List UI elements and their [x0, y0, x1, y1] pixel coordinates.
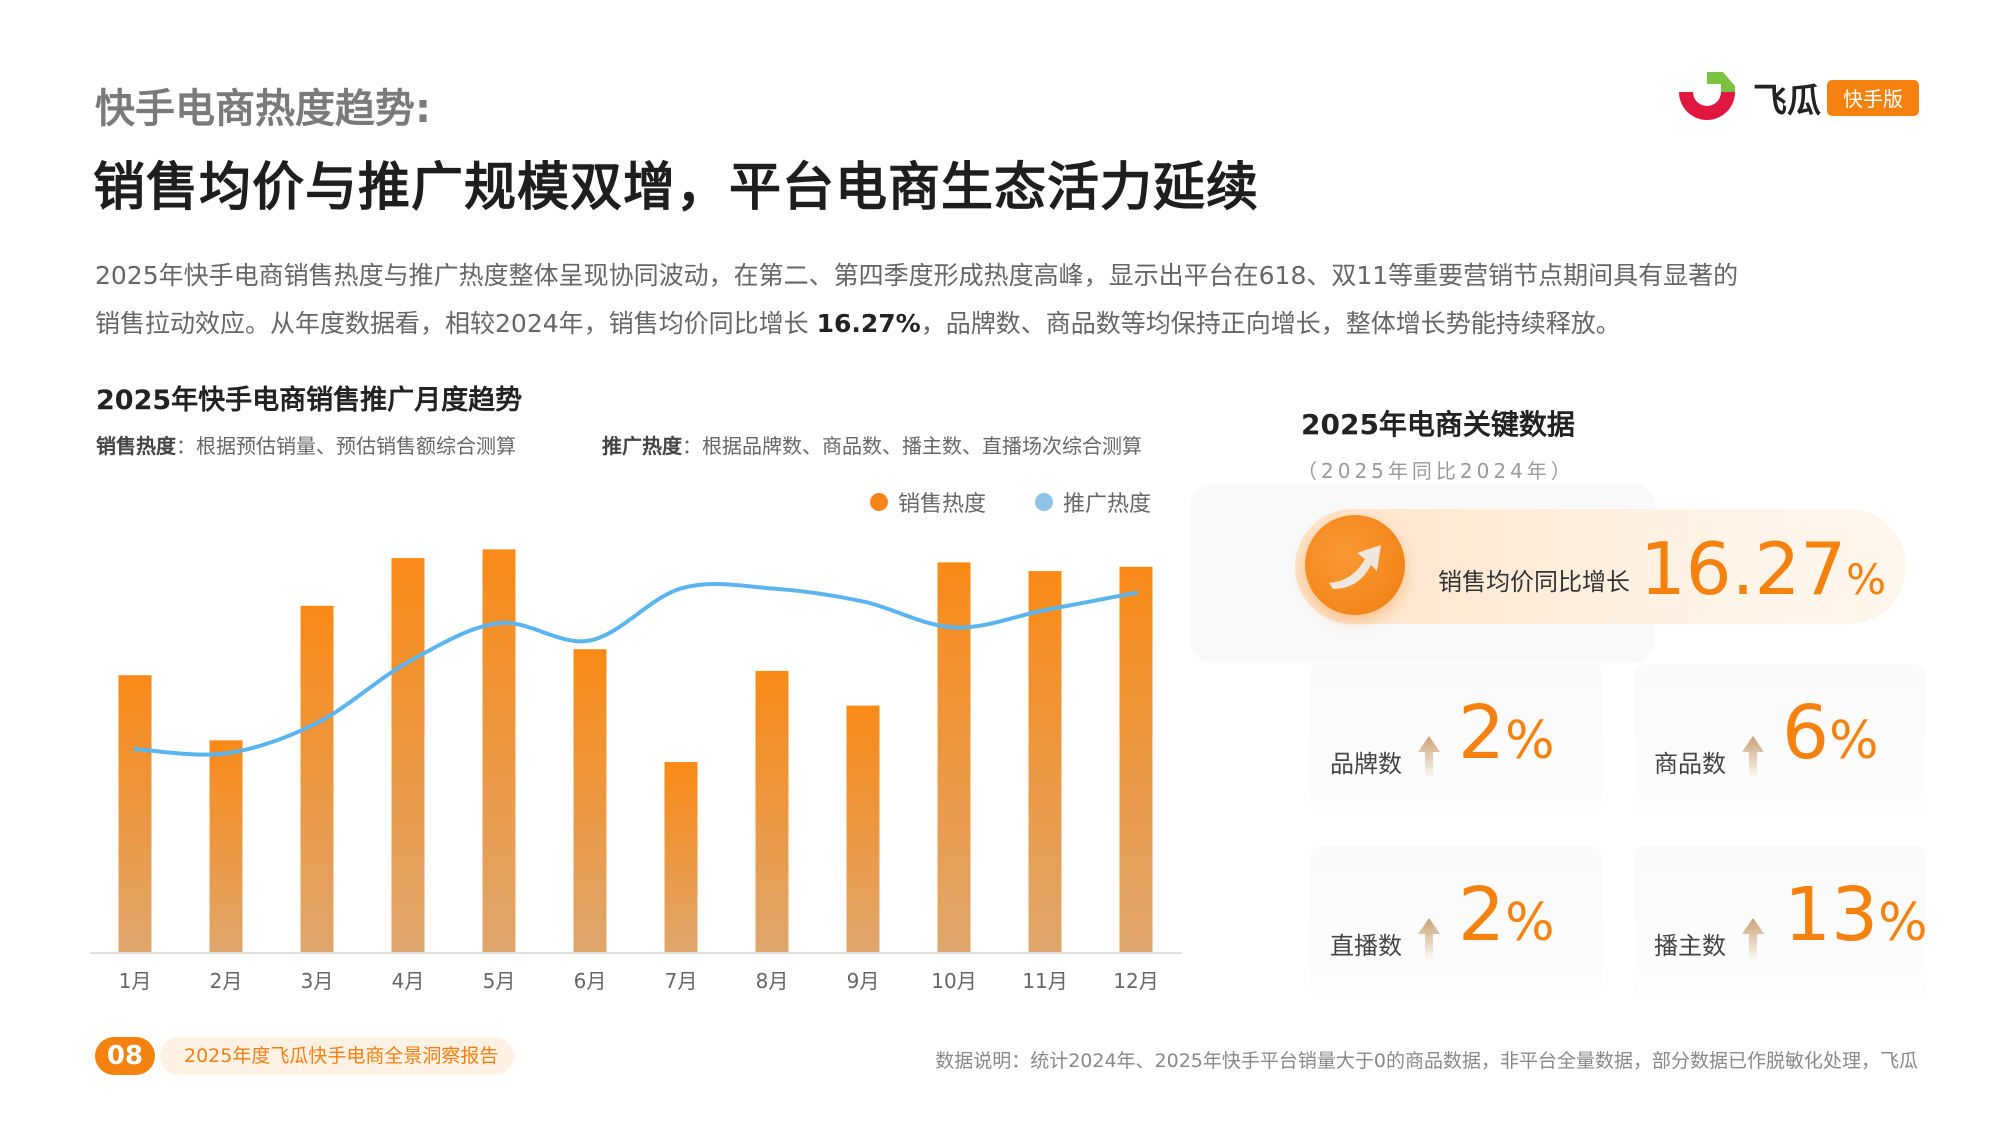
stat-label: 直播数 [1330, 932, 1402, 960]
value-number: 2 [1458, 690, 1506, 776]
growth-arrow-icon [1305, 515, 1405, 615]
up-arrow-icon [1418, 918, 1440, 962]
monthly-trend-chart: 1月 2月 3月 4月 5月 6月 7月 8月 9月 10月 11月 12月 [90, 549, 1182, 993]
bar-sales-3 [300, 605, 334, 953]
legend-label: 推广热度 [1063, 492, 1152, 517]
bar-sales-12 [1119, 566, 1153, 953]
summary-text: 销售拉动效应。从年度数据看，相较2024年，销售均价同比增长 [95, 309, 817, 338]
stat-label: 播主数 [1654, 932, 1726, 960]
section-kicker: 快手电商热度趋势: [95, 86, 431, 132]
x-tick-label: 3月 [301, 969, 334, 993]
page-title: 销售均价与推广规模双增，平台电商生态活力延续 [93, 158, 1260, 218]
bar-sales-5 [482, 549, 516, 953]
x-tick-label: 8月 [756, 969, 789, 993]
logo-text: 飞瓜 [1753, 81, 1821, 121]
bar-sales-7 [664, 762, 698, 953]
value-number: 2 [1458, 872, 1506, 958]
up-arrow-icon [1418, 736, 1440, 780]
up-arrow-icon [1742, 918, 1764, 962]
key-data-subtitle: （2025年同比2024年） [1297, 459, 1575, 483]
highlight-value: 16.27% [1640, 527, 1886, 611]
bar-sales-1 [118, 675, 152, 953]
stat-value: 6% [1782, 690, 1879, 776]
x-tick-label: 11月 [1022, 969, 1067, 993]
bar-sales-9 [846, 705, 880, 953]
promo-heat-line [133, 582, 1138, 757]
chart-title: 2025年快手电商销售推广月度趋势 [96, 385, 523, 416]
bar-sales-6 [573, 649, 607, 953]
sales-heat-note: 销售热度：根据预估销量、预估销售额综合测算 [96, 430, 516, 459]
x-tick-label: 4月 [392, 969, 425, 993]
x-tick-label: 1月 [119, 969, 152, 993]
note-label: 销售热度 [96, 434, 176, 458]
legend-promo: 推广热度 [1035, 486, 1151, 518]
stat-value: 2% [1458, 872, 1555, 958]
x-tick-label: 2月 [210, 969, 243, 993]
value-unit: % [1505, 893, 1555, 953]
value-number: 13 [1784, 872, 1879, 958]
key-data-title: 2025年电商关键数据 [1301, 408, 1575, 441]
stat-value: 2% [1458, 690, 1555, 776]
highlight-label: 销售均价同比增长 [1438, 568, 1630, 596]
stat-card [1310, 664, 1602, 814]
up-arrow-icon [1742, 736, 1764, 780]
note-text: ：根据品牌数、商品数、播主数、直播场次综合测算 [682, 434, 1142, 458]
summary-highlight: 16.27% [816, 309, 921, 338]
x-tick-label: 5月 [483, 969, 516, 993]
x-tick-label: 10月 [931, 969, 976, 993]
legend-label: 销售热度 [898, 492, 987, 517]
feigua-logo: 飞瓜 快手版 [1673, 70, 1923, 126]
data-source-note: 数据说明：统计2024年、2025年快手平台销量大于0的商品数据，非平台全量数据… [935, 1050, 1918, 1072]
x-tick-label: 12月 [1113, 969, 1158, 993]
summary-line-1: 2025年快手电商销售热度与推广热度整体呈现协同波动，在第二、第四季度形成热度高… [95, 261, 1739, 290]
value-unit: % [1878, 893, 1928, 953]
legend-sales: 销售热度 [870, 486, 986, 518]
note-text: ：根据预估销量、预估销售额综合测算 [176, 434, 516, 458]
stat-card [1634, 846, 1926, 996]
x-tick-label: 9月 [847, 969, 880, 993]
bar-sales-8 [755, 670, 789, 953]
legend-dot-icon [870, 493, 888, 511]
value-number: 6 [1782, 690, 1830, 776]
x-tick-label: 7月 [665, 969, 698, 993]
logo-mark-icon: 飞瓜 快手版 [1679, 72, 1919, 121]
report-name: 2025年度飞瓜快手电商全景洞察报告 [160, 1037, 515, 1075]
stat-card [1634, 664, 1926, 814]
page-number-badge: 08 [95, 1037, 155, 1075]
bar-sales-11 [1028, 571, 1062, 953]
stat-label: 商品数 [1654, 750, 1726, 778]
bar-sales-4 [391, 558, 425, 953]
value-unit: % [1829, 711, 1879, 771]
bar-sales-10 [937, 562, 971, 953]
bar-sales-2 [209, 740, 243, 953]
logo-badge: 快手版 [1843, 87, 1903, 111]
stat-card [1310, 846, 1602, 996]
legend-dot-icon [1035, 493, 1053, 511]
value-unit: % [1505, 711, 1555, 771]
value-unit: % [1846, 555, 1887, 604]
value-number: 16.27 [1640, 527, 1847, 611]
stat-value: 13% [1784, 872, 1928, 958]
summary-line-2: 销售拉动效应。从年度数据看，相较2024年，销售均价同比增长 16.27%，品牌… [95, 304, 1621, 340]
note-label: 推广热度 [602, 434, 682, 458]
x-tick-label: 6月 [574, 969, 607, 993]
stat-label: 品牌数 [1330, 750, 1402, 778]
summary-text: ，品牌数、商品数等均保持正向增长，整体增长势能持续释放。 [920, 309, 1621, 338]
promo-heat-note: 推广热度：根据品牌数、商品数、播主数、直播场次综合测算 [602, 430, 1142, 459]
